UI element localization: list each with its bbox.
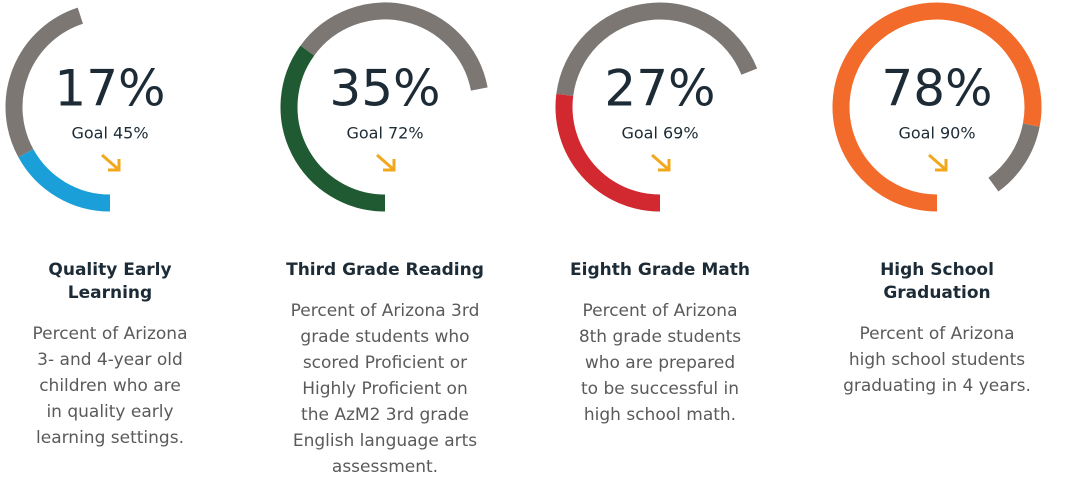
gauge-description: in quality early — [46, 402, 173, 422]
gauge-description: 8th grade students — [579, 327, 741, 347]
gauge-title: Graduation — [883, 283, 990, 303]
value-arc — [280, 45, 386, 212]
gauge-description: Percent of Arizona — [32, 324, 187, 344]
value-label: 27% — [604, 60, 715, 118]
gauge-title: High School — [880, 260, 994, 280]
gauge-description: children who are — [39, 376, 181, 396]
gauge-description: graduating in 4 years. — [843, 376, 1031, 396]
gauge-description: Percent of Arizona 3rd — [291, 301, 480, 321]
goal-label: Goal 90% — [898, 124, 975, 143]
value-arc — [18, 148, 111, 212]
gauge-description: learning settings. — [36, 428, 184, 448]
goal-label: Goal 45% — [71, 124, 148, 143]
value-label: 17% — [54, 60, 165, 118]
gauge-description: Percent of Arizona — [859, 324, 1014, 344]
goal-label: Goal 72% — [346, 124, 423, 143]
goal-arc — [5, 7, 84, 158]
goal-label: Goal 69% — [621, 124, 698, 143]
value-label: 35% — [329, 60, 440, 118]
goal-arc — [988, 123, 1040, 192]
gauge-description: who are prepared — [585, 353, 735, 373]
gauge-description: assessment. — [332, 457, 438, 477]
goal-arc — [300, 2, 488, 91]
trend-arrow — [101, 153, 121, 172]
value-arc — [832, 2, 1042, 212]
gauge-description: Percent of Arizona — [582, 301, 737, 321]
gauge-description: grade students who — [300, 327, 469, 347]
gauge-title: Third Grade Reading — [286, 260, 484, 280]
goal-arc — [556, 2, 758, 97]
gauge-description: 3- and 4-year old — [37, 350, 183, 370]
gauge-description: English language arts — [293, 431, 477, 451]
gauge-description: Highly Proficient on — [302, 379, 467, 399]
value-label: 78% — [881, 60, 992, 118]
gauge-description: high school math. — [584, 405, 736, 425]
trend-arrow — [928, 153, 948, 172]
trend-arrow — [376, 153, 396, 172]
gauge-description: the AzM2 3rd grade — [301, 405, 469, 425]
gauge-description: to be successful in — [581, 379, 739, 399]
gauge-title: Quality Early — [48, 260, 171, 280]
gauge-title: Learning — [68, 283, 152, 303]
value-arc — [555, 93, 661, 212]
gauge-title: Eighth Grade Math — [570, 260, 750, 280]
gauge-description: scored Proficient or — [303, 353, 467, 373]
trend-arrow — [651, 153, 671, 172]
gauge-description: high school students — [849, 350, 1025, 370]
